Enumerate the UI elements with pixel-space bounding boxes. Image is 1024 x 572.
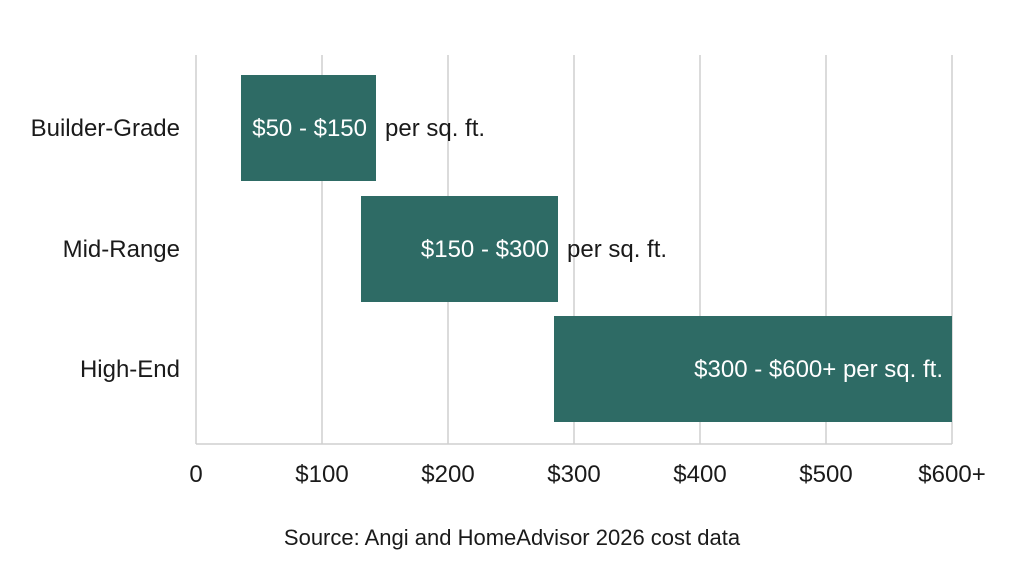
category-label: Mid-Range	[63, 236, 180, 263]
bar-unit-label: per sq. ft.	[567, 236, 667, 263]
bar-value-label: $300 - $600+ per sq. ft.	[694, 356, 943, 383]
x-tick-label: $200	[421, 461, 474, 488]
category-label: High-End	[80, 356, 180, 383]
range-bars	[241, 75, 952, 422]
range-bar-mid-range	[361, 196, 558, 302]
range-bar-high-end	[554, 316, 952, 422]
x-tick-labels: 0 $100 $200 $300 $400 $500 $600+	[189, 461, 985, 488]
x-tick-label: 0	[189, 461, 202, 488]
x-tick-label: $100	[295, 461, 348, 488]
category-labels: Builder-Grade Mid-Range High-End	[31, 115, 180, 383]
x-tick-label: $600+	[918, 461, 985, 488]
bar-labels: $50 - $150 per sq. ft. $150 - $300 per sq. …	[252, 115, 943, 383]
x-tick-label: $500	[799, 461, 852, 488]
bar-value-label: $50 - $150	[252, 115, 367, 142]
bar-unit-label: per sq. ft.	[385, 115, 485, 142]
category-label: Builder-Grade	[31, 115, 180, 142]
source-note: Source: Angi and HomeAdvisor 2026 cost d…	[284, 525, 741, 550]
bar-value-label: $150 - $300	[421, 236, 549, 263]
x-tick-label: $300	[547, 461, 600, 488]
range-bar-builder-grade	[241, 75, 376, 181]
x-tick-label: $400	[673, 461, 726, 488]
